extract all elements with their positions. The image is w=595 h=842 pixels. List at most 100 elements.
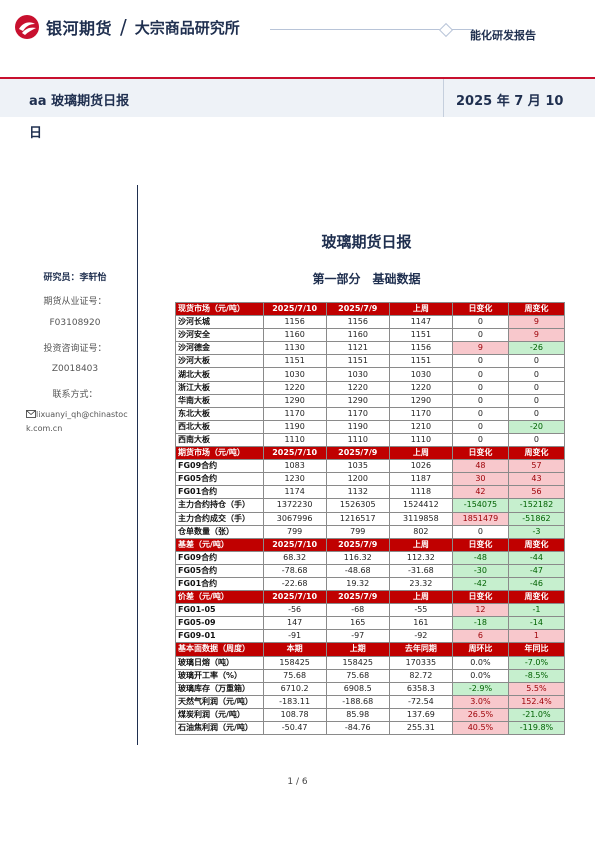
row-label: 华南大板 <box>175 393 264 408</box>
table-cell: 0 <box>451 419 509 434</box>
table-cell: 1151 <box>262 354 327 369</box>
table-section-header: 价差（元/吨） <box>175 590 264 605</box>
table-cell: -55 <box>388 603 453 618</box>
report-type: 能化研发报告 <box>470 29 536 42</box>
table-cell: 1190 <box>262 419 327 434</box>
table-cell: 9 <box>507 315 566 330</box>
table-cell: 周环比 <box>451 642 509 657</box>
table-cell: 1130 <box>262 341 327 356</box>
table-cell: 1151 <box>388 354 453 369</box>
row-label: 西北大板 <box>175 419 264 434</box>
doc-date: 2025 年 7 月 10 <box>456 94 564 109</box>
table-cell: 1220 <box>325 380 390 395</box>
table-cell: 上周 <box>388 537 453 552</box>
table-row: FG01-05 -56 -68 -55 12 -1 <box>175 603 566 618</box>
table-cell: -48 <box>451 550 509 565</box>
table-cell: -84.76 <box>325 720 390 736</box>
advisory-number: Z0018403 <box>51 364 99 374</box>
table-cell: 43 <box>507 472 566 487</box>
table-cell: 上周 <box>388 446 453 461</box>
table-row: 玻璃日熔（吨） 158425 158425 170335 0.0% -7.0% <box>175 655 566 670</box>
table-cell: -18 <box>451 616 509 631</box>
table-cell: -48.68 <box>325 563 390 578</box>
table-cell: 161 <box>388 616 453 631</box>
table-cell: 1121 <box>325 341 390 356</box>
table-cell: -152182 <box>507 498 566 513</box>
table-cell: 1110 <box>325 432 390 448</box>
table-cell: 1160 <box>262 328 327 343</box>
table-row: FG09合约 1083 1035 1026 48 57 <box>175 459 566 474</box>
table-cell: -56 <box>262 603 327 618</box>
table-cell: -21.0% <box>507 707 566 723</box>
table-cell: -154075 <box>451 498 509 513</box>
table-cell: 1132 <box>325 485 390 500</box>
table-cell: 周变化 <box>507 590 566 605</box>
row-label: 石油焦利润（元/吨） <box>175 720 264 736</box>
table-cell: 1851479 <box>451 511 509 526</box>
table-cell: -183.11 <box>262 694 327 709</box>
table-cell: 1220 <box>262 380 327 395</box>
table-cell: 158425 <box>325 655 390 670</box>
table-cell: -1 <box>507 603 566 618</box>
row-label: 沙河长城 <box>175 315 264 330</box>
table-cell: 周变化 <box>507 446 566 461</box>
table-cell: 1290 <box>262 393 327 408</box>
table-cell: 147 <box>262 616 327 631</box>
table-section-header: 基差（元/吨） <box>175 537 264 552</box>
table-row: FG09-01 -91 -97 -92 6 1 <box>175 629 566 644</box>
table-cell: 2025/7/9 <box>325 446 390 461</box>
header-diamond <box>438 22 454 38</box>
table-cell: 2025/7/9 <box>325 301 390 317</box>
table-row: 煤炭利润（元/吨） 108.78 85.98 137.69 26.5% -21.0% <box>175 707 566 723</box>
table-cell: 6 <box>451 629 509 644</box>
table-cell: -22.68 <box>262 576 327 592</box>
table-cell: 1083 <box>262 459 327 474</box>
doc-title: aa 玻璃期货日报 <box>29 94 130 109</box>
table-row: 主力合约持仓（手） 1372230 1526305 1524412 -154075 -15… <box>175 498 566 513</box>
table-cell: 0 <box>451 315 509 330</box>
table-cell: -68 <box>325 603 390 618</box>
table-cell: 日变化 <box>451 301 509 317</box>
table-cell: 1118 <box>388 485 453 500</box>
table-row: 玻璃开工率（%） 75.68 75.68 82.72 0.0% -8.5% <box>175 668 566 683</box>
table-cell: 255.31 <box>388 720 453 736</box>
table-cell: 2025/7/9 <box>325 537 390 552</box>
row-label: 沙河德金 <box>175 341 264 356</box>
table-cell: 0 <box>451 406 509 421</box>
row-label: 玻璃开工率（%） <box>175 668 264 683</box>
table-cell: 本期 <box>262 642 327 657</box>
table-cell: 1174 <box>262 485 327 500</box>
table-cell: -47 <box>507 563 566 578</box>
license-label: 期货从业证号： <box>43 297 107 307</box>
table-row: 西北大板 1190 1190 1210 0 -20 <box>175 419 566 434</box>
table-cell: 上周 <box>388 590 453 605</box>
table-cell: 0 <box>507 380 566 395</box>
table-cell: -30 <box>451 563 509 578</box>
table-row: 天然气利润（元/吨） -183.11 -188.68 -72.54 3.0% 152.4% <box>175 694 566 709</box>
table-cell: 0 <box>451 328 509 343</box>
table-cell: -97 <box>325 629 390 644</box>
table-row: FG01合约 -22.68 19.32 23.32 -42 -46 <box>175 576 566 592</box>
table-cell: 108.78 <box>262 707 327 723</box>
table-cell: 1290 <box>325 393 390 408</box>
table-row: 玻璃库存（万重箱） 6710.2 6908.5 6358.3 -2.9% 5.5% <box>175 681 566 696</box>
table-cell: 40.5% <box>451 720 509 736</box>
table-cell: 48 <box>451 459 509 474</box>
table-cell: 1220 <box>388 380 453 395</box>
table-row: 西南大板 1110 1110 1110 0 0 <box>175 432 566 448</box>
table-cell: 9 <box>451 341 509 356</box>
table-cell: 0 <box>451 367 509 382</box>
table-cell: -50.47 <box>262 720 327 736</box>
table-cell: 1200 <box>325 472 390 487</box>
table-cell: 2025/7/10 <box>262 537 327 552</box>
table-cell: -20 <box>507 419 566 434</box>
table-cell: 1030 <box>325 367 390 382</box>
table-cell: -14 <box>507 616 566 631</box>
table-section-header: 基本面数据（周度） <box>175 642 264 657</box>
table-cell: 1156 <box>262 315 327 330</box>
table-cell: 82.72 <box>388 668 453 683</box>
table-cell: 23.32 <box>388 576 453 592</box>
table-cell: -51862 <box>507 511 566 526</box>
contact-email[interactable]: lixuanyi_qh@chinastock.com.cn <box>26 410 128 433</box>
row-label: FG09合约 <box>175 459 264 474</box>
